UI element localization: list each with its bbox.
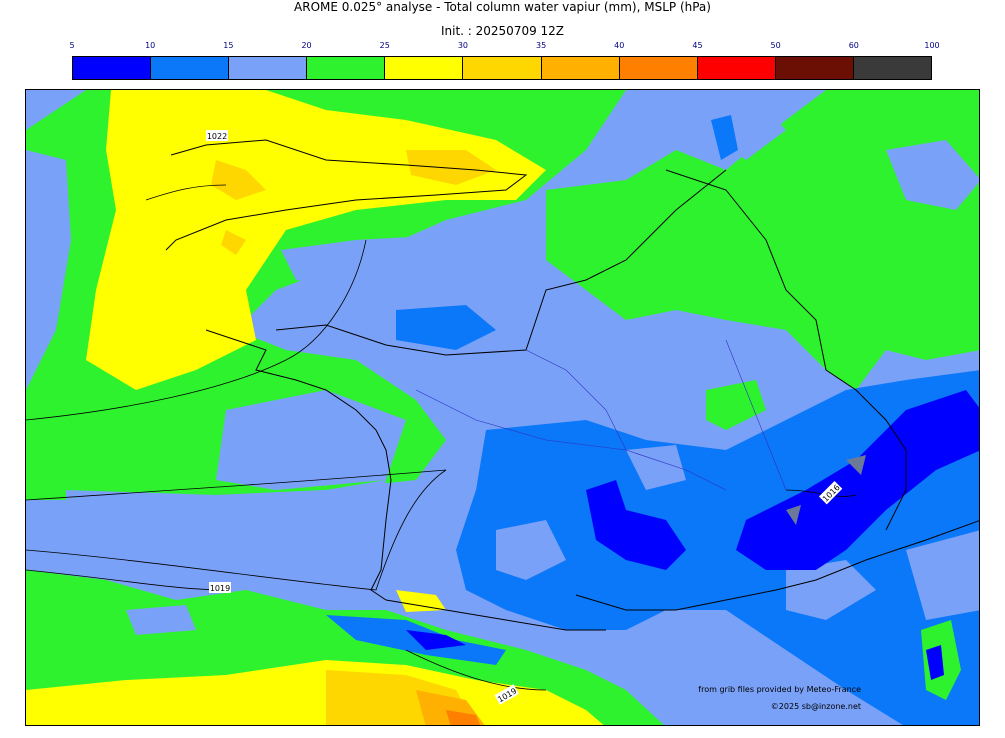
- colorbar-segment: [151, 57, 230, 79]
- colorbar-segment: [463, 57, 542, 79]
- map-panel: 1022 1019 1019 1016 from grib files prov…: [25, 89, 980, 726]
- colorbar-segment: [229, 57, 308, 79]
- colorbar-tick-label: 5: [69, 41, 75, 50]
- colorbar-ticks: 5 10 15 20 25 30 35 40 45 50 60 100: [69, 41, 939, 53]
- isobars: [26, 184, 857, 691]
- colorbar-tick-label: 35: [535, 41, 547, 50]
- colorbar-segment: [385, 57, 464, 79]
- colorbar-segment: [541, 57, 620, 79]
- map-canvas: 1022 1019 1019 1016: [26, 90, 979, 725]
- colorbar-tick-label: 25: [379, 41, 390, 50]
- colorbar-tick-label: 60: [848, 41, 859, 50]
- rivers: [415, 339, 787, 491]
- tcwv-5-10-massif: [586, 480, 686, 570]
- source-credit: from grib files provided by Meteo-France: [698, 685, 861, 694]
- copyright-credit: ©2025 sb@inzone.net: [770, 702, 861, 711]
- colorbar-segment: [775, 57, 854, 79]
- colorbar-segment: [73, 57, 152, 79]
- colorbar-tick-label: 15: [223, 41, 234, 50]
- colorbar-tick-label: 30: [457, 41, 468, 50]
- colorbar: [72, 56, 932, 80]
- tcwv-20-25-northeast: [546, 90, 979, 390]
- borders: [385, 169, 907, 631]
- colorbar-tick-label: 45: [692, 41, 703, 50]
- colorbar-tick-label: 100: [924, 41, 940, 50]
- isobar-label-1019: 1019: [210, 584, 230, 593]
- init-time: Init. : 20250709 12Z: [440, 24, 565, 38]
- colorbar-tick-label: 20: [301, 41, 312, 50]
- tcwv-5-10-alps: [736, 390, 979, 570]
- colorbar-segment: [697, 57, 776, 79]
- colorbar-segment: [853, 57, 932, 79]
- colorbar-tick-label: 10: [145, 41, 156, 50]
- colorbar-segment: [619, 57, 698, 79]
- colorbar-tick-label: 50: [770, 41, 781, 50]
- colorbar-segment: [307, 57, 386, 79]
- map-title: AROME 0.025° analyse - Total column wate…: [294, 0, 711, 14]
- colorbar-tick-label: 40: [614, 41, 625, 50]
- tcwv-10-15-south: [456, 370, 979, 725]
- isobar-label-1022: 1022: [207, 132, 227, 141]
